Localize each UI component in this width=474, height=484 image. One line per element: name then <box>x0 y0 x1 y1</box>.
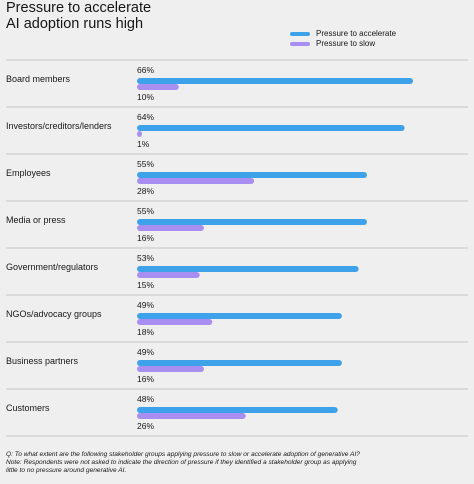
chart-title: Pressure to accelerate AI adoption runs … <box>6 0 206 32</box>
bar-accelerate-government-regulators <box>137 266 359 272</box>
bar-slow-media-or-press <box>137 225 204 231</box>
category-label-employees: Employees <box>6 168 51 178</box>
value-label-accelerate-employees: 55% <box>137 159 154 169</box>
category-label-ngos-advocacy-groups: NGOs/advocacy groups <box>6 309 102 319</box>
legend-swatch-accelerate <box>290 32 310 36</box>
value-label-slow-ngos-advocacy-groups: 18% <box>137 327 154 337</box>
chart-title-line-2: AI adoption runs high <box>6 16 144 32</box>
value-label-accelerate-customers: 48% <box>137 394 154 404</box>
value-label-slow-employees: 28% <box>137 186 154 196</box>
bar-slow-board-members <box>137 84 179 90</box>
value-label-slow-media-or-press: 16% <box>137 233 154 243</box>
value-label-accelerate-media-or-press: 55% <box>137 206 154 216</box>
value-label-slow-business-partners: 16% <box>137 374 154 384</box>
chart-legend: Pressure to accelerate Pressure to slow <box>290 29 396 49</box>
legend-label-slow: Pressure to slow <box>316 39 376 48</box>
bar-accelerate-customers <box>137 407 338 413</box>
bar-accelerate-ngos-advocacy-groups <box>137 313 342 319</box>
footnote-note-line-2: little to no pressure around generative … <box>6 467 127 475</box>
value-label-accelerate-government-regulators: 53% <box>137 253 154 263</box>
value-label-slow-board-members: 10% <box>137 92 154 102</box>
bar-slow-employees <box>137 178 255 184</box>
bar-chart: Board members 66% 10% Investors/creditors/l… <box>6 59 468 437</box>
legend-label-accelerate: Pressure to accelerate <box>316 29 397 38</box>
footnote-question: Q: To what extent are the following stak… <box>6 451 360 458</box>
footnote: Q: To what extent are the following stak… <box>6 451 468 476</box>
footnote-note-line-1: Note: Respondents were not asked to indi… <box>6 459 357 467</box>
category-label-media-or-press: Media or press <box>6 215 66 225</box>
bar-accelerate-media-or-press <box>137 219 367 225</box>
bar-accelerate-business-partners <box>137 360 342 366</box>
value-label-slow-investors-creditors-lenders: 1% <box>137 139 150 149</box>
bar-slow-business-partners <box>137 366 204 372</box>
value-label-slow-customers: 26% <box>137 421 154 431</box>
bar-accelerate-board-members <box>137 78 413 84</box>
value-label-accelerate-ngos-advocacy-groups: 49% <box>137 300 154 310</box>
bar-accelerate-investors-creditors-lenders <box>137 125 405 131</box>
category-label-customers: Customers <box>6 403 50 413</box>
value-label-accelerate-board-members: 66% <box>137 65 154 75</box>
legend-item-slow: Pressure to slow <box>290 39 396 49</box>
value-label-accelerate-business-partners: 49% <box>137 347 154 357</box>
category-label-government-regulators: Government/regulators <box>6 262 99 272</box>
chart-title-line-1: Pressure to accelerate <box>6 0 152 16</box>
legend-item-accelerate: Pressure to accelerate <box>290 29 396 39</box>
bar-slow-customers <box>137 413 246 419</box>
category-label-investors-creditors-lenders: Investors/creditors/lenders <box>6 121 112 131</box>
value-label-slow-government-regulators: 15% <box>137 280 154 290</box>
bar-slow-ngos-advocacy-groups <box>137 319 213 325</box>
value-label-accelerate-investors-creditors-lenders: 64% <box>137 112 154 122</box>
category-label-business-partners: Business partners <box>6 356 79 366</box>
bar-accelerate-employees <box>137 172 367 178</box>
category-label-board-members: Board members <box>6 74 71 84</box>
legend-swatch-slow <box>290 42 310 46</box>
bar-slow-investors-creditors-lenders <box>137 131 142 137</box>
bar-slow-government-regulators <box>137 272 200 278</box>
